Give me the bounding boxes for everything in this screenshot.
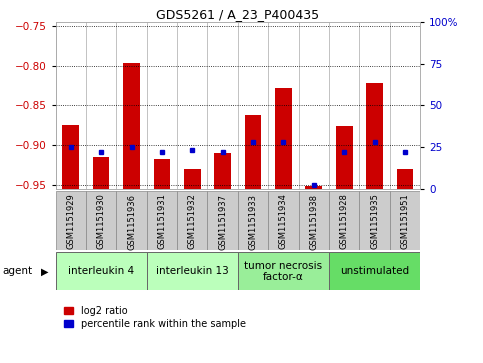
- Text: GSM1151937: GSM1151937: [218, 193, 227, 250]
- Text: interleukin 13: interleukin 13: [156, 266, 228, 276]
- Text: GSM1151936: GSM1151936: [127, 193, 136, 250]
- Text: ▶: ▶: [41, 266, 49, 276]
- Bar: [86, 191, 116, 250]
- Bar: [359, 191, 390, 250]
- Bar: [123, 63, 140, 189]
- Bar: [238, 252, 329, 290]
- Bar: [177, 191, 208, 250]
- Text: GSM1151931: GSM1151931: [157, 193, 167, 249]
- Text: GSM1151928: GSM1151928: [340, 193, 349, 249]
- Text: agent: agent: [2, 266, 32, 276]
- Text: GSM1151951: GSM1151951: [400, 193, 410, 249]
- Bar: [245, 115, 261, 189]
- Bar: [56, 191, 86, 250]
- Bar: [275, 88, 292, 189]
- Bar: [366, 83, 383, 189]
- Bar: [62, 125, 79, 189]
- Bar: [184, 169, 200, 189]
- Bar: [336, 126, 353, 189]
- Title: GDS5261 / A_23_P400435: GDS5261 / A_23_P400435: [156, 8, 319, 21]
- Text: GSM1151933: GSM1151933: [249, 193, 257, 250]
- Bar: [329, 252, 420, 290]
- Bar: [208, 191, 238, 250]
- Bar: [390, 191, 420, 250]
- Bar: [214, 153, 231, 189]
- Bar: [397, 169, 413, 189]
- Bar: [238, 191, 268, 250]
- Bar: [305, 186, 322, 189]
- Bar: [268, 191, 298, 250]
- Bar: [116, 191, 147, 250]
- Text: GSM1151935: GSM1151935: [370, 193, 379, 249]
- Bar: [329, 191, 359, 250]
- Text: GSM1151938: GSM1151938: [309, 193, 318, 250]
- Bar: [154, 159, 170, 189]
- Bar: [147, 191, 177, 250]
- Bar: [93, 157, 110, 189]
- Text: interleukin 4: interleukin 4: [68, 266, 134, 276]
- Bar: [298, 191, 329, 250]
- Legend: log2 ratio, percentile rank within the sample: log2 ratio, percentile rank within the s…: [60, 302, 250, 333]
- Bar: [147, 252, 238, 290]
- Text: GSM1151929: GSM1151929: [66, 193, 75, 249]
- Text: GSM1151932: GSM1151932: [188, 193, 197, 249]
- Text: GSM1151930: GSM1151930: [97, 193, 106, 249]
- Bar: [56, 252, 147, 290]
- Text: unstimulated: unstimulated: [340, 266, 409, 276]
- Text: GSM1151934: GSM1151934: [279, 193, 288, 249]
- Text: tumor necrosis
factor-α: tumor necrosis factor-α: [244, 261, 323, 282]
